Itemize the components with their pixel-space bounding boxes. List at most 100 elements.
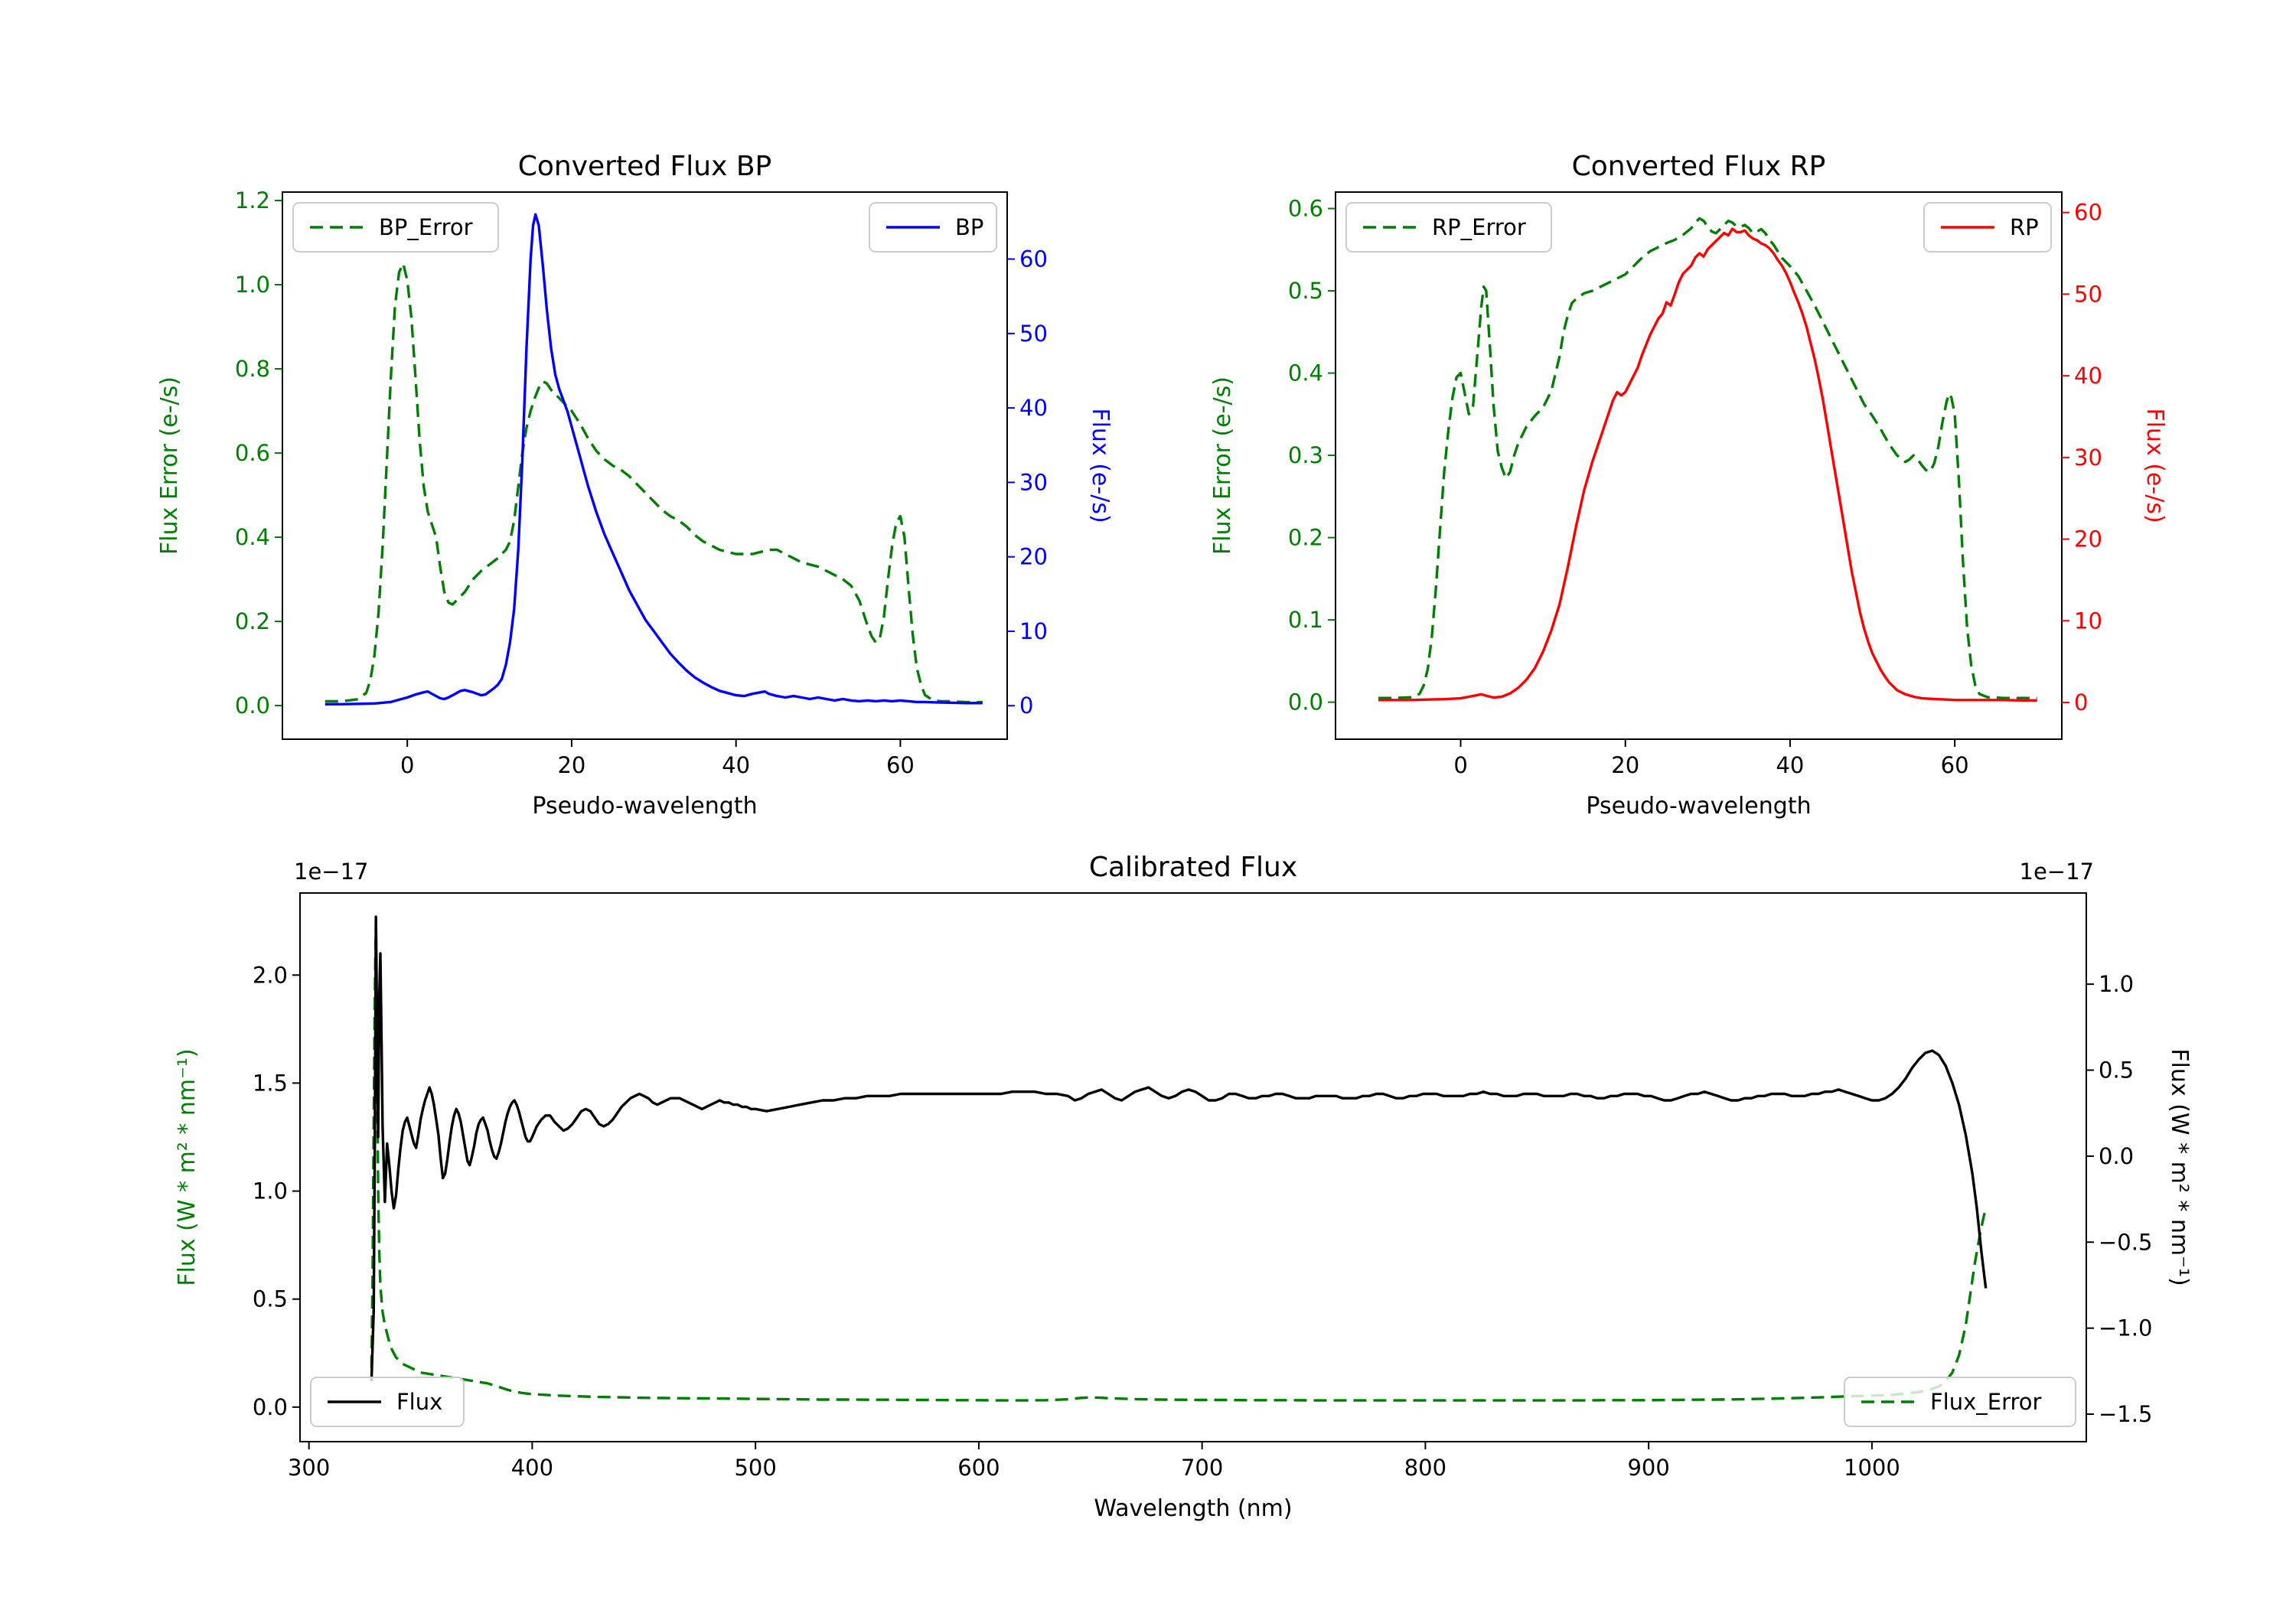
y-axis-label-left: Flux Error (e-/s) — [156, 376, 183, 555]
y-tick-label-left: 0.1 — [1288, 607, 1323, 633]
y-tick-label-right: 50 — [1019, 321, 1048, 347]
axes-spines — [299, 892, 2087, 1442]
plot-area-bp — [325, 213, 983, 706]
x-tick-label: 300 — [288, 1455, 330, 1481]
y-tick-label-right: 10 — [2074, 608, 2102, 634]
y-tick-label-left: 0.3 — [1288, 442, 1323, 468]
y-tick-label-left: 1.0 — [253, 1178, 288, 1204]
x-tick-label: 40 — [722, 752, 750, 778]
y-axis-label-right: Flux (e-/s) — [1087, 408, 1114, 523]
x-tick-label: 40 — [1776, 752, 1804, 778]
y-tick-label-right: 40 — [1019, 395, 1048, 421]
y-tick-label-left: 1.0 — [235, 272, 270, 298]
y-tick-label-left: 1.5 — [253, 1070, 288, 1096]
legend-box — [1844, 1377, 2076, 1427]
x-tick-label: 20 — [557, 752, 585, 778]
legend-label: Flux — [396, 1389, 442, 1415]
x-tick-label: 60 — [886, 752, 915, 778]
y-axis-label-right: Flux (W * m² * nm⁻¹) — [2166, 1048, 2193, 1286]
y-tick-label-right: 0.0 — [2099, 1143, 2134, 1169]
y-tick-label-left: 1.2 — [235, 187, 270, 213]
y-tick-label-right: 50 — [2074, 281, 2102, 307]
y-tick-label-right: 0 — [1019, 693, 1033, 719]
series-line-RP — [1378, 227, 2037, 702]
x-tick-label: 1000 — [1844, 1455, 1900, 1481]
x-tick-label: 0 — [400, 752, 414, 778]
y-tick-label-left: 0.4 — [1288, 360, 1323, 386]
legend-RP_Error: RP_Error — [1345, 202, 1552, 253]
y-tick-label-right: −0.5 — [2099, 1229, 2152, 1255]
legend-BP_Error: BP_Error — [292, 202, 499, 253]
x-tick-label: 900 — [1627, 1455, 1669, 1481]
y-tick-label-right: 60 — [2074, 200, 2102, 226]
legend-label: RP — [2010, 214, 2039, 240]
series-line-RP_Error — [1378, 217, 2037, 699]
subplot-bp: 0 20 40 60 0.0 0.2 0.4 0.6 0.8 1.0 1.2 0 10 20 30 40 50 6… — [156, 151, 1114, 820]
x-tick-label: 60 — [1941, 752, 1969, 778]
legend-label: Flux_Error — [1930, 1389, 2042, 1415]
axis-offset-right: 1e−17 — [2020, 859, 2095, 885]
series-line-BP — [325, 213, 983, 706]
y-tick-label-left: 2.0 — [253, 962, 288, 988]
x-tick-label: 0 — [1453, 752, 1467, 778]
legend-Flux_Error: Flux_Error — [1844, 1377, 2076, 1427]
plot-area-rp — [1378, 217, 2037, 702]
axes-spines — [1335, 191, 2063, 740]
legend-BP: BP — [869, 202, 997, 253]
y-tick-label-right: 40 — [2074, 363, 2102, 389]
legend-RP: RP — [1923, 202, 2052, 253]
y-axis-label-left: Flux Error (e-/s) — [1209, 376, 1236, 555]
y-tick-label-right: 60 — [1019, 246, 1048, 272]
x-tick-label: 600 — [957, 1455, 1000, 1481]
axis-offset-left: 1e−17 — [294, 859, 369, 885]
y-tick-label-left: 0.0 — [1288, 689, 1323, 715]
subplot-rp: 0 20 40 60 0.0 0.1 0.2 0.3 0.4 0.5 0.6 0 10 20 30 40 50 6… — [1209, 151, 2168, 820]
y-tick-label-right: 1.0 — [2099, 971, 2134, 997]
y-tick-label-right: 30 — [2074, 445, 2102, 471]
x-tick-label: 700 — [1181, 1455, 1223, 1481]
y-tick-label-left: 0.5 — [1288, 278, 1323, 304]
legend-label: BP_Error — [379, 214, 473, 240]
chart-title: Converted Flux RP — [1572, 151, 1826, 182]
y-tick-label-left: 0.0 — [253, 1394, 288, 1420]
y-tick-label-left: 0.6 — [235, 440, 270, 466]
y-tick-label-right: −1.5 — [2099, 1401, 2152, 1427]
series-line-Flux_Error — [370, 920, 1988, 1402]
subplot-calibrated: 300 400 500 600 700 800 900 1000 0.0 0.5 1.0 1.5 2.0… — [174, 852, 2193, 1522]
legend-label: RP_Error — [1432, 214, 1526, 240]
chart-title: Converted Flux BP — [518, 151, 771, 182]
x-tick-label: 20 — [1611, 752, 1639, 778]
y-tick-label-right: 20 — [1019, 544, 1048, 570]
x-tick-label: 400 — [511, 1455, 553, 1481]
x-axis-label: Pseudo-wavelength — [532, 793, 757, 820]
y-tick-label-right: 0.5 — [2099, 1058, 2134, 1084]
y-tick-label-left: 0.5 — [253, 1286, 288, 1312]
chart-title: Calibrated Flux — [1089, 852, 1297, 883]
y-tick-label-right: 10 — [1019, 618, 1048, 644]
y-tick-label-right: 30 — [1019, 469, 1048, 495]
y-tick-label-left: 0.8 — [235, 356, 270, 382]
y-tick-label-right: 0 — [2074, 689, 2088, 715]
y-axis-label-left: Flux (W * m² * nm⁻¹) — [174, 1048, 201, 1286]
x-tick-label: 500 — [734, 1455, 776, 1481]
y-tick-label-left: 0.2 — [235, 608, 270, 634]
plot-area-calibrated — [370, 915, 1988, 1402]
legend-box — [1345, 202, 1552, 253]
y-tick-label-left: 0.0 — [235, 693, 270, 719]
y-tick-label-left: 0.2 — [1288, 525, 1323, 551]
x-axis-label: Wavelength (nm) — [1094, 1495, 1292, 1522]
y-tick-label-left: 0.6 — [1288, 196, 1323, 222]
x-tick-label: 800 — [1404, 1455, 1446, 1481]
legend-box — [310, 1377, 465, 1427]
legend-box — [292, 202, 499, 253]
y-axis-label-right: Flux (e-/s) — [2141, 408, 2168, 523]
y-tick-label-right: −1.0 — [2099, 1315, 2152, 1341]
legend-Flux: Flux — [310, 1377, 465, 1427]
series-line-BP_Error — [325, 262, 983, 704]
y-tick-label-left: 0.4 — [235, 524, 270, 550]
series-line-Flux — [370, 915, 1988, 1382]
x-axis-label: Pseudo-wavelength — [1586, 793, 1811, 820]
